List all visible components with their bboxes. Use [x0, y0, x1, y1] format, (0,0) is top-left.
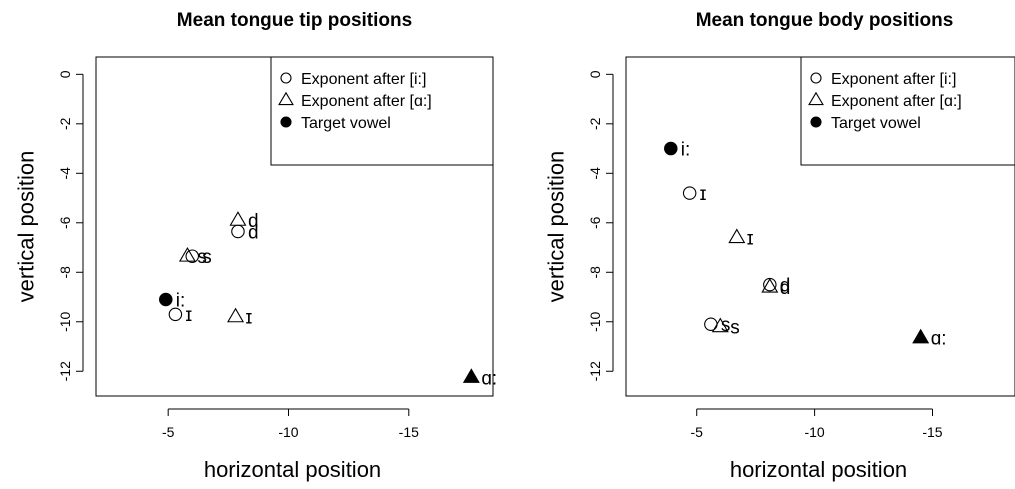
y-tick-label: -8: [587, 266, 603, 279]
x-tick-label: -5: [691, 424, 704, 440]
point-label: d: [248, 211, 259, 232]
point-label: s: [202, 247, 212, 268]
point-label: ɪ: [747, 228, 754, 249]
data-point: [912, 328, 930, 344]
point-label: s: [730, 318, 740, 339]
y-tick-label: -4: [587, 167, 603, 180]
x-tick-label: -15: [922, 424, 942, 440]
y-tick-label: 0: [57, 70, 73, 78]
data-point: [664, 141, 678, 156]
y-tick-label: -8: [57, 266, 73, 279]
data-point: [178, 247, 196, 262]
data-point: [462, 368, 480, 383]
data-point: [711, 317, 729, 333]
legend-marker: [280, 116, 292, 128]
y-tick-label: -10: [57, 311, 73, 331]
point-label: ɑ:: [931, 329, 947, 350]
point-label: i:: [176, 290, 186, 311]
data-point: [682, 186, 697, 200]
point-label: d: [780, 275, 791, 296]
legend: Exponent after [i:] Exponent after [ɑ:] Ta…: [800, 56, 1015, 166]
legend-label: Exponent after [ɑ:]: [831, 93, 962, 110]
chart-panel-1: Mean tongue tip positions -5 -10 -15 horizon…: [14, 10, 498, 482]
y-tick-label: -4: [57, 167, 73, 180]
legend-marker: [810, 72, 822, 84]
point-label: ɪ: [185, 305, 192, 326]
x-tick-label: -10: [804, 424, 824, 440]
point-label: ɑ:: [481, 368, 497, 389]
y-tick-label: -12: [57, 361, 73, 381]
y-tick-label: -2: [57, 117, 73, 130]
chart-title: Mean tongue body positions: [696, 10, 954, 31]
data-point: [159, 292, 173, 307]
data-point: [761, 277, 779, 293]
point-label: ɪ: [700, 184, 707, 205]
y-tick-label: -10: [587, 311, 603, 331]
point-label: d: [248, 222, 259, 243]
legend-marker: [280, 72, 292, 84]
data-point: [185, 249, 199, 263]
legend-label: Target vowel: [831, 115, 921, 132]
y-axis-title: vertical position: [544, 151, 569, 303]
legend-label: Target vowel: [301, 115, 391, 132]
legend: Exponent after [i:] Exponent after [ɑ:] Ta…: [270, 56, 494, 166]
point-label: s: [721, 315, 731, 336]
point-label: i:: [681, 139, 691, 160]
legend-label: Exponent after [ɑ:]: [301, 93, 432, 110]
legend-marker: [278, 91, 294, 106]
y-tick-label: -6: [57, 216, 73, 229]
data-point: [704, 317, 718, 331]
x-tick-label: -5: [162, 424, 175, 440]
x-tick-label: -10: [278, 424, 298, 440]
data-point: [763, 277, 777, 292]
legend-marker: [808, 91, 824, 106]
y-tick-label: -2: [587, 117, 603, 130]
y-tick-label: -12: [587, 361, 603, 381]
data-point: [231, 224, 245, 239]
data-point: [728, 228, 746, 244]
chart-panel-2: Mean tongue body positions -5 -10 -15 horizo…: [544, 10, 1015, 482]
y-tick-label: -6: [587, 216, 603, 229]
x-axis-title: horizontal position: [204, 457, 381, 482]
data-point: [227, 307, 245, 323]
legend-label: Exponent after [i:]: [831, 71, 956, 88]
point-label: ɪ: [246, 308, 253, 329]
legend-label: Exponent after [i:]: [301, 71, 426, 88]
x-tick-label: -15: [399, 424, 419, 440]
data-point: [168, 307, 183, 322]
legend-marker: [810, 116, 822, 128]
chart-title: Mean tongue tip positions: [177, 10, 412, 31]
y-axis-title: vertical position: [14, 151, 39, 303]
x-axis-title: horizontal position: [730, 457, 907, 482]
point-label: s: [197, 247, 207, 268]
point-label: d: [780, 278, 791, 299]
legend-box: [270, 56, 494, 166]
y-tick-label: 0: [587, 70, 603, 78]
legend-box: [800, 56, 1015, 166]
data-point: [229, 211, 247, 226]
